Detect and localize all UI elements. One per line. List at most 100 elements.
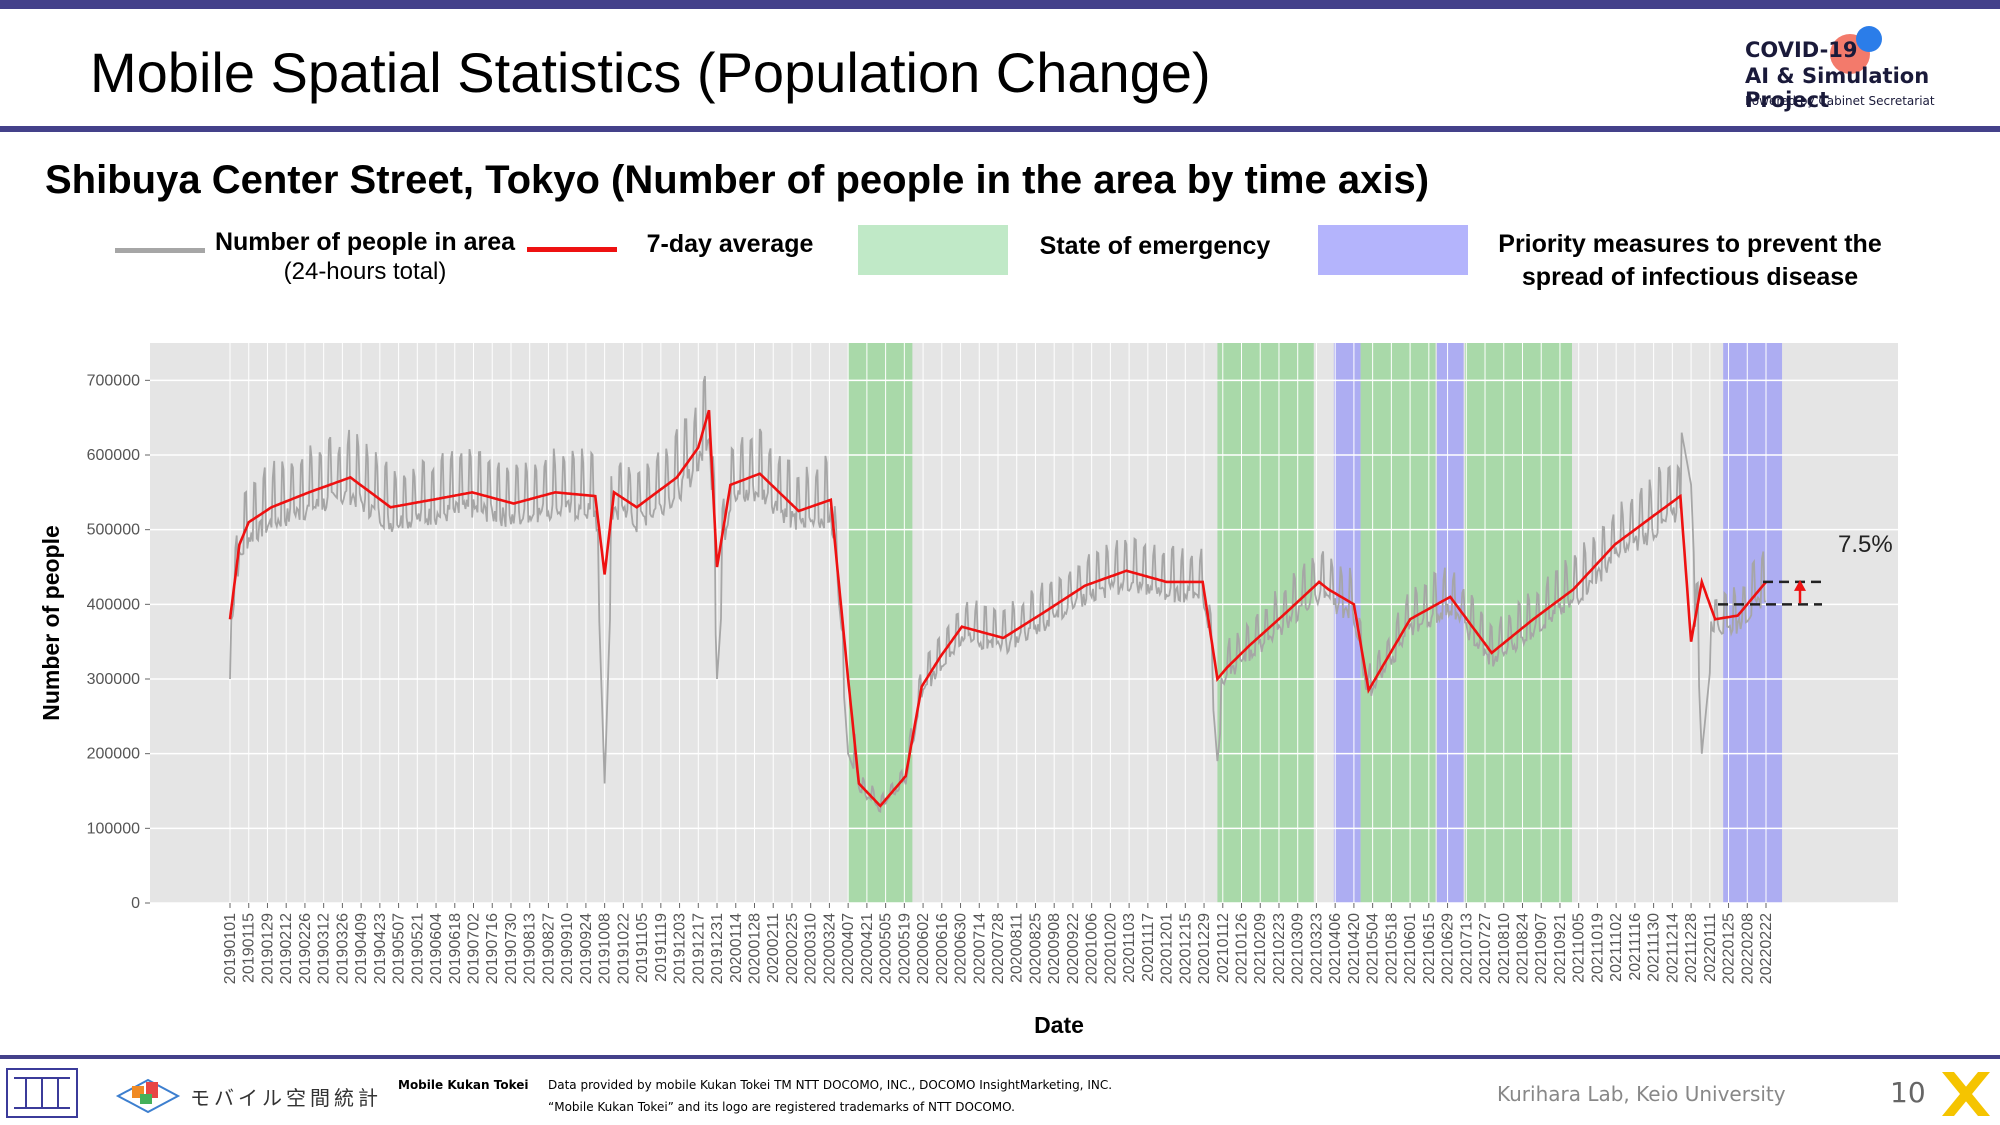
y-tick-label: 200000 xyxy=(87,746,140,763)
footer-credit-1: Data provided by mobile Kukan Tokei TM N… xyxy=(548,1078,1113,1092)
x-tick-label: 20200728 xyxy=(990,913,1007,984)
y-tick-label: 0 xyxy=(131,895,140,912)
x-tick-label: 20210223 xyxy=(1271,913,1288,984)
y-tick-label: 700000 xyxy=(87,372,140,389)
y-tick-label: 600000 xyxy=(87,447,140,464)
x-tick-label: 20200602 xyxy=(915,913,932,984)
x-tick-label: 20200211 xyxy=(765,913,782,983)
footer-divider xyxy=(0,1055,2000,1059)
x-tick-label: 20211116 xyxy=(1627,913,1644,981)
x-tick-label: 20210209 xyxy=(1252,913,1269,984)
x-tick-label: 20210420 xyxy=(1346,913,1363,984)
x-tick-label: 20200908 xyxy=(1046,913,1063,984)
chart-legend: Number of people in area (24-hours total… xyxy=(0,220,2000,300)
legend-emergency-label: State of emergency xyxy=(1039,232,1271,260)
x-tick-label: 20200519 xyxy=(896,913,913,984)
legend-daily-swatch xyxy=(115,248,205,253)
series-7day-average-line xyxy=(228,409,1768,808)
x-tick-label: 20190423 xyxy=(372,913,389,984)
x-tick-label: 20210810 xyxy=(1496,913,1513,984)
x-tick-label: 20210601 xyxy=(1402,913,1419,984)
x-tick-label: 20211214 xyxy=(1664,913,1681,983)
x-tick-label: 20201006 xyxy=(1084,913,1101,984)
x-tick-label: 20200407 xyxy=(840,913,857,984)
legend-emergency-swatch xyxy=(858,225,1008,275)
x-tick-label: 20190618 xyxy=(447,913,464,984)
x-tick-label: 20190910 xyxy=(559,913,576,984)
x-tick-label: 20200114 xyxy=(728,913,745,983)
logo-line-3: Powered by Cabinet Secretariat xyxy=(1745,94,1935,108)
legend-daily-label: Number of people in area xyxy=(214,228,516,256)
x-tick-label: 20210713 xyxy=(1458,913,1475,984)
title-divider xyxy=(0,126,2000,132)
legend-daily-sublabel: (24-hours total) xyxy=(283,258,447,285)
x-tick-label: 20190115 xyxy=(241,913,258,983)
x-tick-label: 20211102 xyxy=(1608,913,1625,982)
x-tick-label: 20210504 xyxy=(1365,913,1382,984)
x-tick-label: 20190716 xyxy=(484,913,501,984)
x-tick-label: 20200630 xyxy=(953,913,970,984)
x-tick-label: 20200128 xyxy=(746,913,763,984)
x-tick-label: 20210126 xyxy=(1234,913,1251,984)
footer-brand: Mobile Kukan Tokei xyxy=(398,1078,529,1092)
keio-lab-icon xyxy=(6,1068,78,1118)
legend-priority-label-2: spread of infectious disease xyxy=(1521,263,1859,291)
x-tick-label: 20220208 xyxy=(1739,913,1756,984)
x-tick-label: 20191105 xyxy=(634,913,651,983)
series-daily-line xyxy=(229,375,1767,813)
y-tick-label: 500000 xyxy=(87,522,140,539)
x-tick-label: 20210112 xyxy=(1215,913,1232,983)
x-tick-label: 20200505 xyxy=(878,913,895,984)
x-tick-label: 20210323 xyxy=(1308,913,1325,984)
x-tick-label: 20210907 xyxy=(1533,913,1550,984)
x-tick-label: 20190813 xyxy=(522,913,539,984)
x-tick-label: 20200922 xyxy=(1065,913,1082,984)
page-title: Mobile Spatial Statistics (Population Ch… xyxy=(90,41,1211,104)
x-tick-label: 20210824 xyxy=(1514,913,1531,984)
x-tick-label: 20200225 xyxy=(784,913,801,984)
legend-priority-label-1: Priority measures to prevent the xyxy=(1498,230,1882,258)
x-tick-label: 20190326 xyxy=(334,913,351,984)
x-tick-label: 20191217 xyxy=(690,913,707,984)
x-tick-label: 20201215 xyxy=(1177,913,1194,984)
x-tick-label: 20190226 xyxy=(297,913,314,984)
x-tick-label: 20211228 xyxy=(1683,913,1700,983)
y-tick-label: 300000 xyxy=(87,671,140,688)
project-logo: COVID-19 AI & Simulation Project Powered… xyxy=(1745,26,1985,114)
x-tick-label: 20220222 xyxy=(1758,913,1775,984)
x-tick-label: 20200310 xyxy=(803,913,820,984)
x-tick-label: 20210629 xyxy=(1440,913,1457,984)
x-tick-label: 20210406 xyxy=(1327,913,1344,984)
x-tick-label: 20190702 xyxy=(466,913,483,984)
x-tick-label: 20190129 xyxy=(259,913,276,984)
x-tick-label: 20190827 xyxy=(540,913,557,984)
y-axis-label: Number of people xyxy=(38,525,64,721)
page-number: 10 xyxy=(1890,1076,1926,1109)
x-tick-label: 20220111 xyxy=(1702,913,1719,982)
x-tick-label: 20211130 xyxy=(1646,913,1663,982)
x-tick-label: 20201117 xyxy=(1140,913,1157,982)
x-tick-label: 20210309 xyxy=(1290,913,1307,984)
x-tick-label: 20200811 xyxy=(1009,913,1026,983)
x-tick-label: 20200421 xyxy=(859,913,876,984)
x-tick-label: 20191231 xyxy=(709,913,726,984)
x-tick-label: 20201201 xyxy=(1159,913,1176,984)
footer-logo-text: モバイル空間統計 xyxy=(190,1086,382,1110)
mobile-kukan-tokei-logo-icon xyxy=(115,1078,181,1114)
logo-dot-blue xyxy=(1856,26,1882,52)
x-tick-label: 20211019 xyxy=(1589,913,1606,983)
population-line-chart: 0 100000 200000 300000 400000 500000 600000 700… xyxy=(38,343,1898,1038)
x-tick-label: 20210615 xyxy=(1421,913,1438,984)
legend-priority-swatch xyxy=(1318,225,1468,275)
x-tick-label: 20210921 xyxy=(1552,913,1569,984)
x-tick-label: 20210518 xyxy=(1383,913,1400,984)
annotation-label: 7.5% xyxy=(1838,531,1893,558)
x-brand-icon xyxy=(1942,1072,1990,1116)
chart-subtitle: Shibuya Center Street, Tokyo (Number of … xyxy=(45,158,1430,202)
x-tick-label: 20190730 xyxy=(503,913,520,984)
footer: モバイル空間統計 Mobile Kukan Tokei Data provide… xyxy=(0,1060,2000,1125)
logo-line-2: AI & Simulation Project xyxy=(1745,64,1930,112)
x-tick-label: 20210727 xyxy=(1477,913,1494,984)
legend-avg-label: 7-day average xyxy=(646,230,814,258)
priority-period-4 xyxy=(1436,343,1464,903)
